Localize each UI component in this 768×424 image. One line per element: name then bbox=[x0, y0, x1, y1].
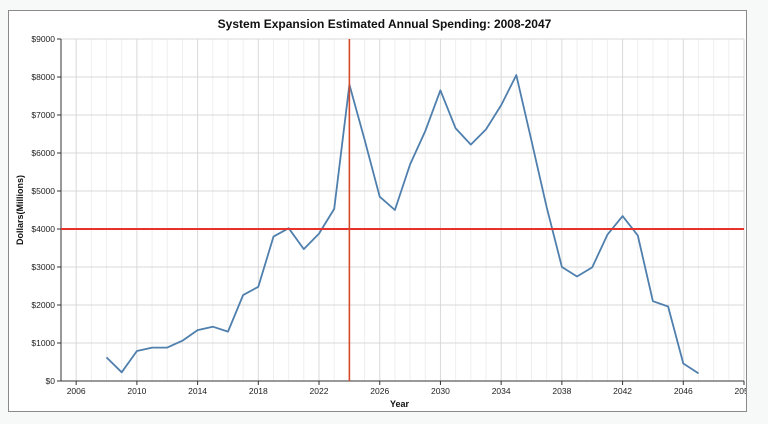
axes bbox=[60, 39, 744, 382]
y-tick-label: $9000 bbox=[31, 34, 55, 44]
y-tick-label: $4000 bbox=[31, 224, 55, 234]
x-tick-label: 2050 bbox=[735, 386, 746, 396]
x-axis-title: Year bbox=[390, 399, 410, 409]
y-axis-title: Dollars(Millions) bbox=[15, 175, 25, 245]
y-axis-ticks: $0 $1000 $2000 $3000 $4000 $5000 $6000 $7000 $80… bbox=[31, 34, 61, 386]
x-tick-label: 2018 bbox=[249, 386, 268, 396]
line-chart: System Expansion Estimated Annual Spendi… bbox=[15, 17, 746, 409]
y-tick-label: $5000 bbox=[31, 186, 55, 196]
x-tick-label: 2038 bbox=[552, 386, 571, 396]
series-group bbox=[105, 74, 699, 375]
x-tick-label: 2022 bbox=[310, 386, 329, 396]
x-tick-label: 2034 bbox=[492, 386, 511, 396]
y-tick-label: $1000 bbox=[31, 338, 55, 348]
spending-series-line bbox=[105, 74, 699, 375]
chart-panel: System Expansion Estimated Annual Spendi… bbox=[8, 10, 747, 412]
y-tick-label: $0 bbox=[46, 376, 56, 386]
chart-title: System Expansion Estimated Annual Spendi… bbox=[218, 17, 552, 31]
x-tick-label: 2030 bbox=[431, 386, 450, 396]
y-tick-label: $3000 bbox=[31, 262, 55, 272]
y-tick-label: $8000 bbox=[31, 72, 55, 82]
grid-lines bbox=[60, 38, 745, 382]
y-tick-label: $6000 bbox=[31, 148, 55, 158]
y-tick-label: $7000 bbox=[31, 110, 55, 120]
y-tick-label: $2000 bbox=[31, 300, 55, 310]
x-tick-label: 2010 bbox=[127, 386, 146, 396]
x-axis-ticks: 2006 2010 2014 2018 2022 2026 2030 2034 2038 2042… bbox=[67, 381, 746, 396]
x-tick-label: 2046 bbox=[674, 386, 693, 396]
x-tick-label: 2014 bbox=[188, 386, 207, 396]
reference-lines bbox=[61, 39, 744, 381]
x-tick-label: 2026 bbox=[370, 386, 389, 396]
x-tick-label: 2042 bbox=[613, 386, 632, 396]
x-tick-label: 2006 bbox=[67, 386, 86, 396]
